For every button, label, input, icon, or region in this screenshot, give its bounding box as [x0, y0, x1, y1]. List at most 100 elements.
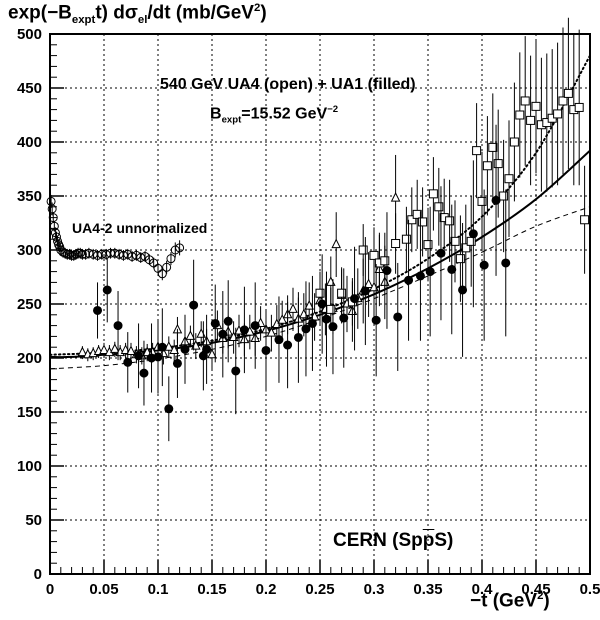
x-tick-label: 0.35 [413, 581, 442, 598]
data-point-filled-circle [328, 322, 338, 332]
data-point-filled-circle [339, 313, 349, 323]
data-point-filled-circle [180, 344, 190, 354]
y-tick-label: 400 [17, 134, 42, 151]
data-point-open-square [407, 215, 417, 225]
x-tick-label: 0 [46, 581, 54, 598]
data-point-open-triangle [126, 345, 136, 356]
data-point-open-circle [162, 262, 172, 272]
data-point-open-square [499, 191, 509, 201]
data-point-filled-circle [447, 264, 457, 274]
data-point-open-triangle [266, 327, 277, 337]
data-point-open-triangle [288, 303, 298, 313]
y-tick-label: 300 [17, 242, 42, 259]
data-point-open-square [401, 234, 411, 244]
data-point-filled-circle [223, 316, 233, 326]
data-point-open-triangle [207, 348, 217, 359]
data-point-open-square [493, 159, 503, 169]
data-point-filled-circle [157, 342, 167, 352]
data-point-filled-circle [134, 351, 144, 361]
data-point-open-square [488, 142, 498, 152]
data-point-open-square [423, 240, 433, 250]
data-point-filled-circle [250, 321, 260, 331]
data-point-open-square [520, 96, 530, 106]
data-point-open-circle [175, 243, 185, 253]
data-point-open-square [504, 174, 514, 184]
data-point-filled-circle [436, 248, 446, 258]
annotation-cern: CERN (SppS) [333, 530, 454, 551]
x-tick-label: 0.1 [148, 581, 169, 598]
data-point-open-triangle [185, 330, 196, 340]
data-point-open-square [315, 288, 325, 298]
x-tick-label: 0.2 [256, 581, 277, 598]
data-point-filled-circle [164, 404, 174, 414]
data-point-filled-circle [93, 305, 103, 315]
data-point-filled-circle [501, 258, 511, 268]
data-point-open-square [526, 115, 536, 125]
data-point-filled-circle [239, 325, 249, 335]
data-point-open-square [531, 101, 541, 111]
data-point-open-square [358, 245, 368, 255]
data-point-filled-circle [172, 358, 182, 368]
data-point-open-triangle [163, 341, 174, 351]
annotation-energy: 540 GeV UA4 (open) + UA1 (filled) [160, 76, 416, 93]
x-tick-label: 0.3 [364, 581, 385, 598]
data-point-open-square [391, 239, 401, 249]
y-tick-label: 150 [17, 404, 42, 421]
data-point-filled-circle [479, 260, 489, 270]
data-point-open-square [580, 215, 590, 225]
data-point-open-square [461, 243, 471, 253]
axis-ticks [49, 33, 591, 575]
data-point-open-square [472, 146, 482, 156]
y-tick-label: 450 [17, 80, 42, 97]
data-point-open-circle [54, 240, 64, 250]
data-point-filled-circle [415, 271, 425, 281]
x-tick-label: 0.4 [472, 581, 494, 598]
data-point-open-square [515, 110, 525, 120]
data-point-open-square [563, 88, 573, 98]
data-point-open-square [450, 236, 460, 246]
series-filled-circle [93, 124, 511, 442]
x-tick-label: 0.15 [197, 581, 226, 598]
data-point-filled-circle [139, 368, 149, 378]
data-point-open-square [477, 196, 487, 206]
data-point-open-square [434, 202, 444, 212]
data-point-filled-circle [293, 332, 303, 342]
data-point-open-square [574, 102, 584, 112]
data-point-open-circle [47, 204, 57, 214]
y-axis-label: exp(−Bexptt) dσel/dt (mb/GeV2) [8, 2, 267, 27]
x-tick-label: 0.5 [580, 581, 600, 598]
data-point-filled-circle [491, 195, 501, 205]
data-point-open-triangle [277, 314, 288, 324]
data-point-open-triangle [363, 278, 374, 289]
y-tick-label: 50 [25, 512, 42, 529]
data-point-open-circle [166, 254, 176, 264]
data-point-filled-circle [382, 266, 392, 276]
data-point-filled-circle [458, 285, 468, 295]
data-point-filled-circle [393, 312, 403, 322]
y-tick-label: 100 [17, 458, 42, 475]
annotation-ua4-2: UA4-2 unnormalized [72, 220, 208, 236]
data-point-open-triangle [298, 308, 309, 319]
data-point-open-circle [75, 248, 85, 258]
y-tick-label: 0 [34, 566, 42, 583]
data-point-filled-circle [153, 352, 163, 362]
data-point-filled-circle [321, 314, 331, 324]
series-open-circle [46, 194, 185, 281]
data-point-open-triangle [99, 344, 109, 354]
data-point-filled-circle [102, 285, 112, 295]
y-tick-label: 500 [17, 26, 42, 43]
data-point-filled-circle [425, 267, 435, 277]
y-tick-label: 350 [17, 188, 42, 205]
data-point-open-square [455, 254, 465, 264]
data-point-filled-circle [274, 335, 284, 345]
data-point-open-triangle [304, 300, 315, 310]
data-point-open-triangle [331, 238, 342, 249]
data-point-filled-circle [210, 318, 220, 328]
data-point-filled-circle [317, 299, 327, 309]
data-point-open-square [445, 216, 455, 226]
data-point-filled-circle [404, 275, 414, 285]
data-point-open-square [466, 236, 476, 246]
tick-labels: 0 0.05 0.1 0.15 0.2 0.25 0.3 0.35 0.4 0.45 0.5 0 50 1… [17, 26, 600, 598]
series-open-triangle [77, 154, 401, 370]
